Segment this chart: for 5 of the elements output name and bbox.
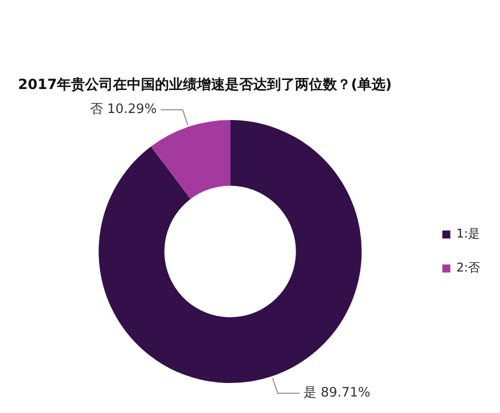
data-label: 否 10.29%: [90, 102, 157, 118]
legend-label: 2:否: [456, 260, 480, 275]
data-label: 是 89.71%: [304, 386, 370, 401]
chart-title: 2017年贵公司在中国的业绩增速是否达到了两位数？(单选): [18, 76, 392, 94]
legend-label: 1:是: [456, 226, 480, 241]
